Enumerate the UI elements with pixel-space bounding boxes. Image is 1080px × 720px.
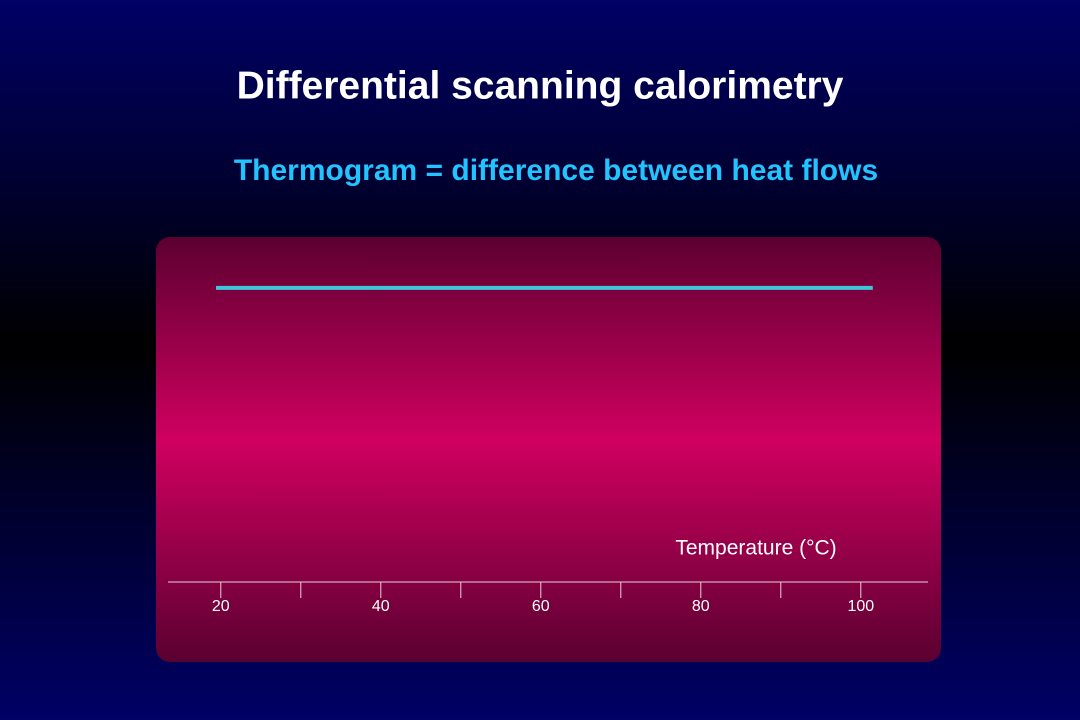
x-tick-label: 20 [212,598,230,615]
x-axis-label: Temperature (°C) [675,537,836,560]
chart-panel [156,237,941,662]
x-tick-label: 60 [532,598,550,615]
chart-subtitle: Thermogram = difference between heat flo… [234,154,878,187]
x-tick-label: 100 [847,598,874,615]
x-tick-label: 80 [692,598,710,615]
x-tick-label: 40 [372,598,390,615]
chart-title: Differential scanning calorimetry [237,64,844,107]
